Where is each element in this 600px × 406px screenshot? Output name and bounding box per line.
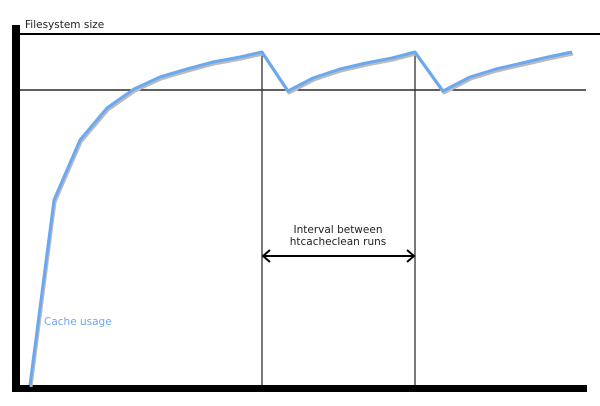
y-axis	[12, 25, 20, 392]
cache-usage-curve	[28, 50, 573, 386]
interval-label-line2: htcacheclean runs	[290, 236, 387, 248]
cache-usage-curve-shadow	[29, 52, 574, 388]
interval-label-line1: Interval between	[294, 224, 383, 236]
arrow-head-left	[261, 249, 271, 263]
arrow-head-right	[406, 249, 416, 263]
cache-usage-label: Cache usage	[44, 316, 112, 328]
x-axis	[12, 385, 587, 392]
filesystem-size-label: Filesystem size	[25, 19, 104, 31]
